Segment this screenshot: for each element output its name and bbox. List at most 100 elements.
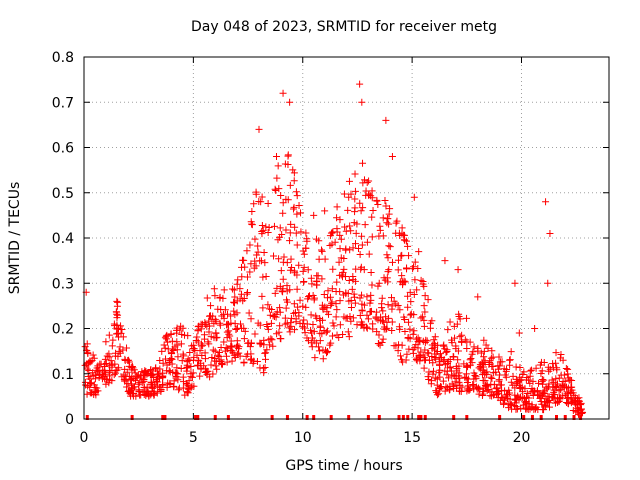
data-point (193, 351, 201, 359)
data-point (480, 353, 488, 361)
data-point (291, 269, 299, 277)
data-point (307, 311, 315, 319)
data-point (189, 356, 197, 364)
zero-marker (226, 415, 230, 420)
data-point (108, 363, 116, 371)
data-point (363, 323, 371, 331)
data-point (488, 363, 496, 371)
data-point (455, 369, 463, 377)
data-point (453, 374, 461, 382)
data-point (388, 318, 396, 326)
data-point (545, 367, 553, 375)
data-point (177, 340, 185, 348)
data-point (470, 343, 478, 351)
data-point (410, 193, 418, 201)
data-point (533, 387, 541, 395)
data-point (386, 243, 394, 251)
data-point (148, 370, 156, 378)
data-point (356, 312, 364, 320)
data-point (400, 277, 408, 285)
data-point (415, 248, 423, 256)
data-point (300, 263, 308, 271)
data-point (367, 308, 375, 316)
data-point (243, 273, 251, 281)
data-point (419, 313, 427, 321)
data-point (286, 237, 294, 245)
x-tick-label: 0 (80, 430, 89, 446)
data-point (568, 383, 576, 391)
data-point (336, 231, 344, 239)
data-point (267, 319, 275, 327)
data-point (431, 333, 439, 341)
data-point (337, 235, 345, 243)
zero-marker (465, 415, 469, 420)
zero-marker (397, 415, 401, 420)
data-point (262, 273, 270, 281)
data-point (405, 318, 413, 326)
data-point (480, 347, 488, 355)
data-point (540, 376, 548, 384)
data-point (119, 346, 127, 354)
data-point (279, 209, 287, 217)
data-point (236, 285, 244, 293)
data-point (453, 320, 461, 328)
data-point (495, 353, 503, 361)
data-point (308, 280, 316, 288)
data-point (284, 151, 292, 159)
data-point (399, 358, 407, 366)
data-point (309, 320, 317, 328)
data-point (550, 378, 558, 386)
data-point (174, 353, 182, 361)
data-point (282, 304, 290, 312)
data-point (335, 333, 343, 341)
data-point (276, 224, 284, 232)
data-point (410, 327, 418, 335)
zero-marker (563, 415, 567, 420)
data-point (428, 353, 436, 361)
data-point (281, 314, 289, 322)
data-point (562, 365, 570, 373)
data-point (235, 343, 243, 351)
data-point (167, 330, 175, 338)
data-point (110, 371, 118, 379)
data-point (307, 274, 315, 282)
data-point (541, 398, 549, 406)
data-point (463, 378, 471, 386)
data-point (379, 214, 387, 222)
data-point (359, 204, 367, 212)
zero-marker (423, 415, 427, 420)
data-point (310, 337, 318, 345)
data-point (462, 374, 470, 382)
data-point (424, 296, 432, 304)
data-point (507, 378, 515, 386)
data-point (474, 384, 482, 392)
data-point (159, 369, 167, 377)
data-point (135, 388, 143, 396)
data-point (351, 277, 359, 285)
data-point (381, 197, 389, 205)
data-point (287, 255, 295, 263)
data-point (343, 314, 351, 322)
data-point (321, 207, 329, 215)
data-point (478, 391, 486, 399)
data-point (140, 391, 148, 399)
data-point (127, 388, 135, 396)
data-point (292, 315, 300, 323)
data-point (357, 207, 365, 215)
data-point (297, 228, 305, 236)
data-point (207, 361, 215, 369)
data-point (299, 320, 307, 328)
data-point (301, 329, 309, 337)
data-point (290, 309, 298, 317)
data-point (304, 293, 312, 301)
zero-marker (419, 415, 423, 420)
data-point (220, 310, 228, 318)
data-point (420, 322, 428, 330)
zero-marker (555, 415, 558, 420)
data-point (552, 359, 560, 367)
data-point (573, 401, 581, 409)
data-point (427, 380, 435, 388)
data-point (260, 369, 268, 377)
data-point (523, 389, 531, 397)
data-point (324, 348, 332, 356)
